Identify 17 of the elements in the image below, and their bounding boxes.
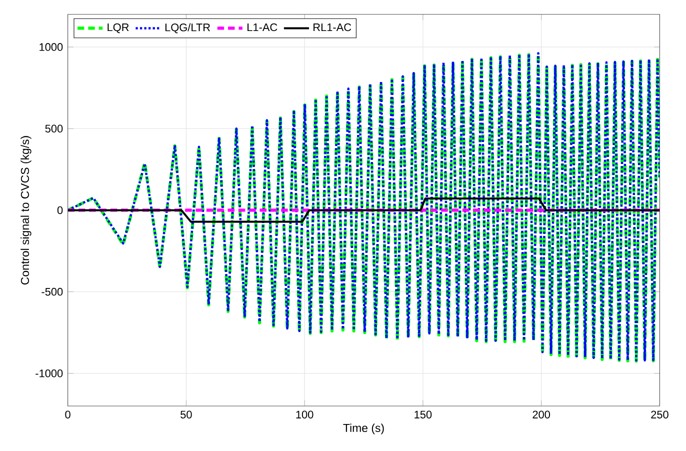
x-tick-label: 50: [180, 410, 192, 418]
y-tick-label: 500: [45, 124, 63, 132]
x-axis-title: Time (s): [343, 424, 384, 434]
y-tick-label: -1000: [36, 370, 63, 378]
x-tick-label: 100: [296, 410, 314, 418]
y-tick-label: 1000: [40, 43, 63, 51]
legend-label: RL1-AC: [314, 23, 352, 32]
y-axis-title: Control signal to CVCS (kg/s): [20, 136, 32, 284]
x-tick-label: 200: [532, 410, 550, 418]
x-tick-label: 0: [65, 410, 70, 418]
legend-label: LQG/LTR: [165, 23, 210, 34]
legend-label: LQR: [108, 23, 129, 34]
y-tick-label: -500: [42, 288, 63, 296]
y-tick-label: 0: [57, 206, 63, 214]
legend-label: L1-AC: [248, 23, 278, 32]
x-tick-label: 250: [651, 410, 668, 418]
x-tick-label: 150: [414, 410, 432, 418]
